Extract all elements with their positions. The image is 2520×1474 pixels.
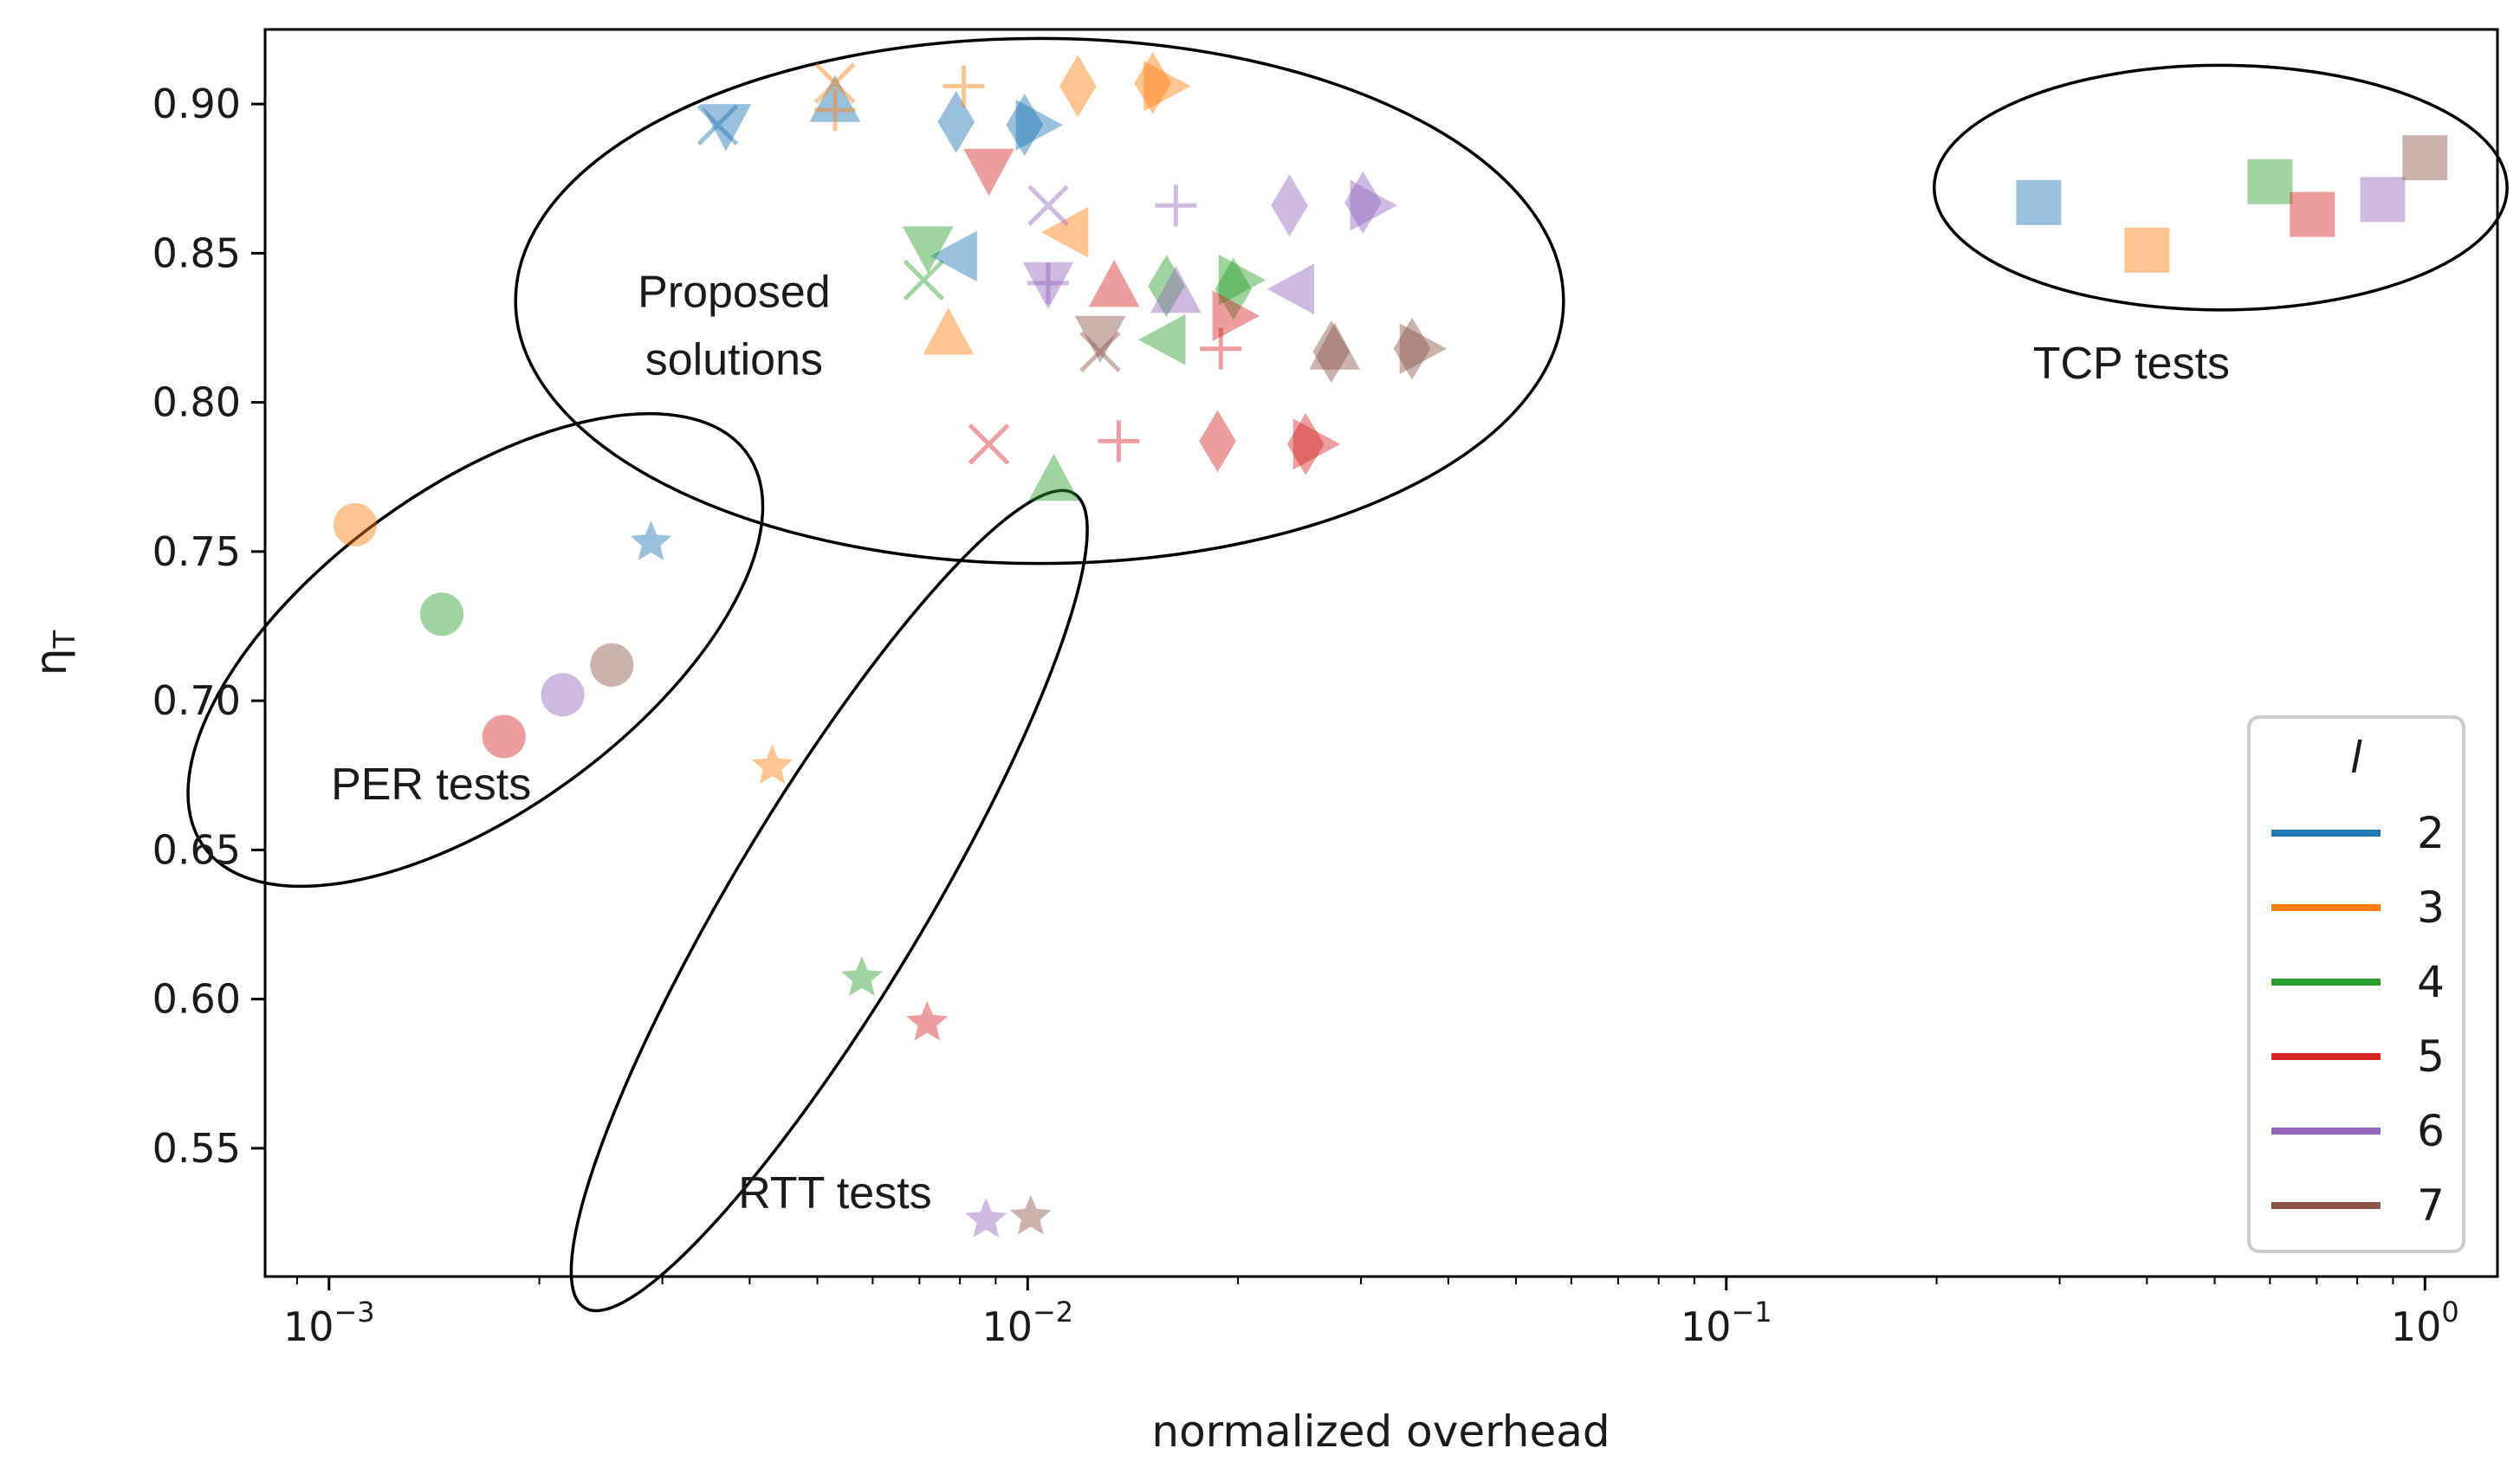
proposed-solutions-point-l3-triangle-left-13: [1040, 206, 1089, 258]
proposed-solutions-point-l3-plus-8: [813, 89, 856, 132]
proposed-solutions-point-l7-triangle-right-45: [1399, 323, 1447, 374]
rtt-tests-point-l3-star-1: [751, 744, 794, 785]
proposed-solutions-point-l6-triangle-up-38: [1150, 265, 1202, 314]
tcp-tests-point-l2-square-0: [2016, 179, 2062, 225]
proposed-solutions-point-l6-triangle-down-36: [1022, 262, 1074, 310]
y-tick-label: 0.65: [152, 826, 241, 873]
proposed-solutions-point-l5-plus-27: [1098, 420, 1140, 462]
rtt-tests-point-l7-star-5: [1009, 1194, 1052, 1235]
x-tick-label: 10−3: [283, 1296, 375, 1350]
legend-label-l6: 6: [2417, 1106, 2445, 1156]
proposed-solutions-point-l3-diamond-10: [1059, 55, 1097, 118]
legend-label-l3: 3: [2417, 882, 2445, 933]
y-tick-label: 0.55: [152, 1125, 241, 1172]
y-tick-label: 0.75: [152, 528, 241, 575]
proposed-solutions-point-l4-triangle-left-20: [1138, 314, 1186, 365]
per-tests-point-l3-circle-0: [333, 502, 377, 546]
rtt-tests-point-l5-star-3: [906, 1001, 949, 1041]
proposed-solutions-point-l5-triangle-down-22: [963, 148, 1014, 197]
proposed-solutions-point-l5-diamond-29: [1286, 412, 1325, 475]
per-tests-point-l5-circle-2: [482, 714, 526, 759]
proposed-solutions-point-l2-triangle-right-4: [1015, 99, 1063, 151]
y-tick-label: 0.80: [152, 379, 241, 426]
proposed-solutions-point-l6-plus-37: [1027, 262, 1069, 304]
per-tests-point-l6-circle-3: [541, 673, 585, 717]
proposed-solutions-point-l5-plus-25: [1200, 327, 1242, 370]
proposed-solutions-point-l2-x-1: [696, 104, 739, 146]
proposed-solutions-point-l3-triangle-right-12: [1143, 61, 1191, 112]
proposed-solutions-point-l4-triangle-down-15: [902, 226, 954, 274]
legend-label-l4: 4: [2417, 957, 2445, 1007]
proposed-solutions-point-l2-triangle-left-6: [930, 230, 977, 282]
x-tick-label: 100: [2391, 1296, 2459, 1350]
rtt-tests-ellipse: [569, 488, 1089, 1313]
proposed-solutions-point-l2-triangle-up-2: [809, 74, 861, 122]
legend-label-l7: 7: [2417, 1180, 2445, 1231]
proposed-solutions-point-l6-diamond-33: [1271, 174, 1308, 237]
rtt-tests-point-l4-star-2: [840, 956, 883, 996]
proposed-solutions-point-l5-x-26: [968, 423, 1010, 465]
proposed-solutions-point-l7-x-41: [1079, 331, 1121, 372]
annotation-tcp-tests: TCP tests: [2033, 339, 2230, 389]
rtt-tests-point-l6-star-4: [965, 1198, 1007, 1238]
tcp-tests-point-l6-square-4: [2360, 177, 2406, 223]
proposed-solutions-point-l5-triangle-up-23: [1088, 260, 1140, 307]
proposed-solutions-point-l3-plus-9: [943, 65, 985, 107]
proposed-solutions-point-l4-triangle-up-21: [1028, 453, 1079, 501]
tcp-tests-point-l3-square-1: [2124, 227, 2170, 273]
legend-title: l: [2350, 733, 2362, 783]
plot-frame: [263, 28, 2499, 1278]
y-tick-label: 0.70: [152, 677, 241, 724]
proposed-solutions-point-l3-x-7: [814, 62, 856, 104]
proposed-solutions-point-l5-triangle-right-30: [1292, 418, 1341, 470]
proposed-solutions-point-l2-diamond-5: [1006, 94, 1044, 157]
proposed-solutions-point-l7-triangle-down-40: [1074, 315, 1126, 364]
proposed-solutions-point-l4-diamond-19: [1215, 257, 1253, 320]
annotation-rtt-tests: RTT tests: [738, 1168, 931, 1219]
tcp-tests-point-l7-square-5: [2402, 135, 2448, 181]
proposed-solutions-point-l6-diamond-34: [1344, 171, 1382, 234]
tcp-tests-ellipse: [1933, 63, 2509, 312]
proposed-solutions-point-l3-diamond-11: [1134, 52, 1171, 114]
proposed-solutions-point-l6-plus-32: [1155, 184, 1197, 227]
proposed-solutions-point-l6-triangle-left-39: [1266, 263, 1315, 315]
annotation-proposed-solutions: Proposed solutions: [638, 267, 831, 385]
proposed-solutions-ellipse: [514, 36, 1565, 566]
proposed-solutions-point-l7-diamond-44: [1393, 317, 1431, 380]
annotation-per-tests: PER tests: [331, 760, 531, 810]
tcp-tests-point-l4-square-2: [2247, 158, 2293, 204]
proposed-solutions-point-l4-diamond-17: [1148, 255, 1185, 318]
tcp-tests-point-l5-square-3: [2290, 191, 2335, 237]
x-tick-label: 10−1: [1681, 1296, 1772, 1350]
proposed-solutions-point-l7-diamond-43: [1312, 320, 1351, 383]
proposed-solutions-point-l2-triangle-down-0: [700, 104, 752, 152]
proposed-solutions-point-l4-x-16: [903, 259, 945, 301]
legend-label-l5: 5: [2417, 1031, 2445, 1082]
proposed-solutions-point-l6-x-31: [1027, 184, 1069, 227]
proposed-solutions-point-l6-triangle-right-35: [1350, 179, 1397, 231]
proposed-solutions-point-l5-diamond-28: [1199, 410, 1236, 473]
proposed-solutions-point-l5-triangle-right-24: [1212, 290, 1260, 342]
rtt-tests-point-l2-star-0: [630, 520, 672, 560]
proposed-solutions-point-l2-diamond-3: [937, 90, 975, 153]
legend: l 2 3 4 5 6 7: [2247, 715, 2465, 1253]
y-tick-label: 0.85: [152, 230, 241, 276]
y-axis-label: ηT: [26, 630, 82, 676]
per-tests-point-l4-circle-1: [419, 592, 463, 637]
proposed-solutions-point-l7-triangle-up-42: [1309, 322, 1360, 370]
per-tests-ellipse: [186, 411, 765, 889]
proposed-solutions-point-l3-triangle-up-14: [923, 307, 975, 355]
x-tick-label: 10−2: [981, 1296, 1073, 1350]
y-tick-label: 0.60: [152, 976, 241, 1023]
legend-label-l2: 2: [2417, 808, 2445, 858]
y-tick-label: 0.90: [152, 81, 241, 127]
x-axis-label: normalized overhead: [1151, 1406, 1610, 1457]
per-tests-point-l7-circle-4: [590, 643, 634, 687]
proposed-solutions-point-l4-triangle-right-18: [1218, 255, 1266, 306]
